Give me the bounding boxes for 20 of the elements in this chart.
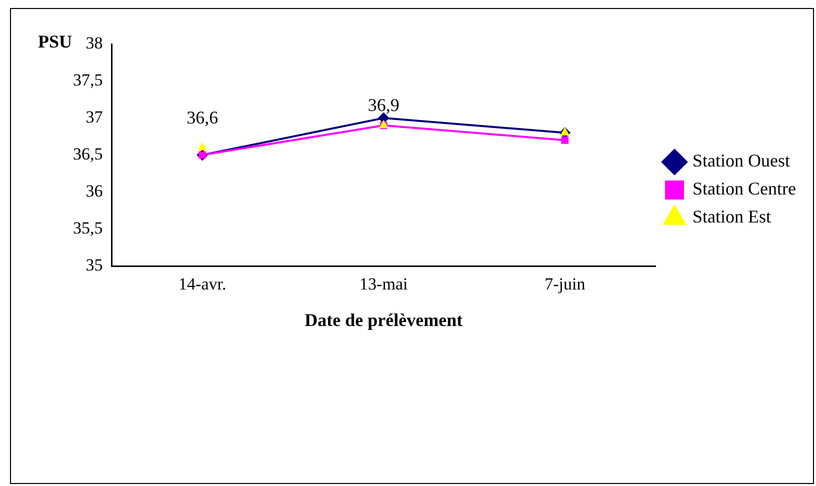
y-tick-label: 38 bbox=[86, 33, 103, 52]
point bbox=[198, 142, 207, 150]
y-tick-label: 35,5 bbox=[73, 218, 103, 238]
y-axis-title: PSU bbox=[38, 32, 72, 52]
y-tick-label: 36,5 bbox=[73, 144, 103, 164]
legend-label: Station Centre bbox=[692, 178, 796, 199]
y-tick-label: 37 bbox=[86, 107, 104, 126]
legend-label: Station Est bbox=[692, 206, 772, 227]
data-label: 36,6 bbox=[186, 107, 218, 128]
legend-label: Station Ouest bbox=[692, 150, 790, 171]
x-tick-label: 7-juin bbox=[544, 274, 586, 294]
point bbox=[560, 128, 570, 136]
data-label: 36,9 bbox=[368, 95, 400, 116]
x-axis-title: Date de prélèvement bbox=[304, 310, 463, 330]
y-tick-label: 36 bbox=[86, 181, 103, 200]
x-tick-label: 13-mai bbox=[360, 274, 408, 294]
x-tick-label: 14-avr. bbox=[178, 274, 226, 294]
y-tick-label: 35 bbox=[86, 255, 103, 274]
y-tick-label: 37,5 bbox=[73, 70, 103, 90]
point bbox=[561, 136, 569, 144]
